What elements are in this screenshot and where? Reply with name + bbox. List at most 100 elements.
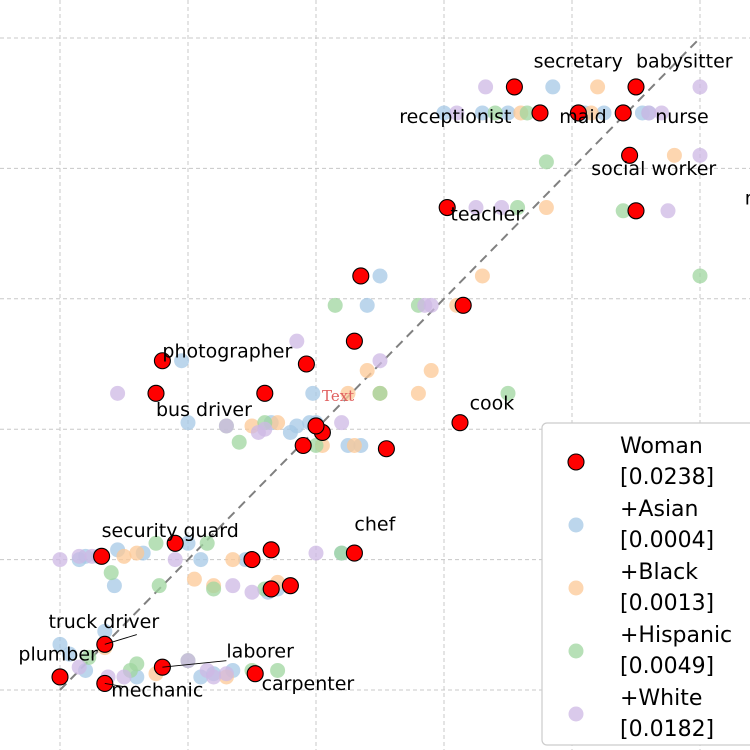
- label-leader-2: [162, 660, 227, 668]
- black-point-2: [583, 105, 599, 121]
- white-point-1: [692, 79, 708, 95]
- watermark-text: Text: [322, 387, 354, 405]
- legend-marker-1: [568, 517, 584, 533]
- woman-point-0: [505, 78, 523, 96]
- occupation-label-4: nurse: [655, 106, 708, 128]
- hispanic-point-27: [103, 565, 119, 581]
- legend-value-3: [0.0049]: [620, 654, 714, 679]
- woman-point-17: [451, 414, 469, 432]
- woman-point-6: [627, 202, 645, 220]
- white-point-27: [218, 666, 234, 682]
- asian-point-10: [174, 353, 190, 369]
- legend: Woman [0.0238] +Asian [0.0004] +Black [0.0013…: [541, 422, 750, 746]
- hispanic-point-20: [81, 649, 97, 665]
- legend-marker-3: [568, 643, 584, 659]
- legend-value-0: [0.0238]: [620, 465, 714, 490]
- hispanic-point-15: [199, 535, 215, 551]
- asian-point-28: [106, 578, 122, 594]
- white-point-8: [494, 200, 510, 216]
- legend-value-4: [0.0182]: [620, 717, 714, 742]
- woman-point-12: [297, 355, 315, 373]
- white-point-24: [225, 578, 241, 594]
- occupation-label-15: laborer: [226, 640, 294, 662]
- legend-marker-4: [568, 706, 584, 722]
- asian-point-19: [180, 415, 196, 431]
- black-point-14: [116, 548, 132, 564]
- woman-point-5: [621, 146, 639, 164]
- black-point-15: [225, 552, 241, 568]
- black-point-4: [538, 200, 554, 216]
- black-point-24: [410, 385, 426, 401]
- woman-point-20: [166, 534, 184, 552]
- black-point-0: [590, 79, 606, 95]
- white-point-4: [654, 105, 670, 121]
- legend-value-2: [0.0013]: [620, 591, 714, 616]
- hispanic-point-14: [148, 535, 164, 551]
- woman-point-21: [262, 541, 280, 559]
- white-point-19: [52, 552, 68, 568]
- woman-point-25: [281, 577, 299, 595]
- hispanic-point-10: [500, 385, 516, 401]
- woman-point-11: [153, 352, 171, 370]
- legend-box: [541, 422, 750, 746]
- woman-point-10: [345, 332, 363, 350]
- white-point-25: [244, 584, 260, 600]
- occupation-label-0: secretary: [534, 50, 623, 72]
- occupation-label-6: model: [745, 187, 750, 209]
- legend-name-1: +Asian: [620, 497, 698, 522]
- asian-point-30: [62, 646, 78, 662]
- label-leader-1: [104, 683, 125, 688]
- white-point-29: [116, 669, 132, 685]
- white-point-32: [206, 669, 222, 685]
- legend-name-3: +Hispanic: [620, 623, 732, 648]
- white-point-5: [692, 147, 708, 163]
- hispanic-point-5: [615, 203, 631, 219]
- white-point-14: [334, 415, 350, 431]
- asian-point-24: [180, 535, 196, 551]
- occupation-label-1: babysitter: [636, 50, 733, 72]
- woman-point-4: [614, 104, 632, 122]
- white-point-18: [257, 421, 273, 437]
- black-point-17: [129, 545, 145, 561]
- hispanic-point-2: [519, 105, 535, 121]
- white-point-23: [167, 552, 183, 568]
- white-point-15: [218, 418, 234, 434]
- hispanic-point-12: [308, 438, 324, 453]
- white-point-6: [660, 203, 676, 219]
- hispanic-point-11: [231, 434, 247, 450]
- woman-point-24: [243, 551, 261, 569]
- woman-point-9: [454, 296, 472, 314]
- woman-point-8: [352, 267, 370, 285]
- woman-point-13: [147, 384, 165, 402]
- occupation-label-3: maid: [559, 106, 607, 128]
- legend-marker-2: [568, 580, 584, 596]
- label-leader-0: [104, 634, 137, 645]
- asian-point-0: [545, 79, 561, 95]
- white-point-3: [641, 105, 657, 121]
- asian-point-1: [474, 105, 490, 121]
- asian-point-37: [97, 623, 113, 639]
- occupation-label-5: social worker: [591, 158, 716, 180]
- asian-point-39: [193, 552, 209, 568]
- black-point-23: [346, 438, 362, 453]
- woman-point-28: [51, 668, 69, 686]
- hispanic-point-17: [206, 581, 222, 597]
- white-point-22: [308, 545, 324, 561]
- legend-value-1: [0.0004]: [620, 528, 714, 553]
- occupation-label-10: cook: [470, 393, 515, 415]
- hispanic-point-3: [538, 154, 554, 170]
- asian-point-4: [596, 105, 612, 121]
- white-point-12: [289, 333, 305, 349]
- white-point-31: [180, 653, 196, 669]
- occupation-label-12: chef: [354, 513, 396, 535]
- hispanic-point-16: [151, 578, 167, 594]
- asian-point-11: [305, 385, 321, 401]
- occupation-label-14: plumber: [18, 644, 98, 666]
- woman-point-22: [345, 544, 363, 562]
- legend-entries: Woman [0.0238] +Asian [0.0004] +Black [0.0013…: [567, 434, 732, 742]
- legend-name-4: +White: [620, 686, 702, 711]
- black-point-7: [359, 363, 375, 379]
- black-point-5: [474, 268, 490, 284]
- asian-point-2: [436, 105, 452, 121]
